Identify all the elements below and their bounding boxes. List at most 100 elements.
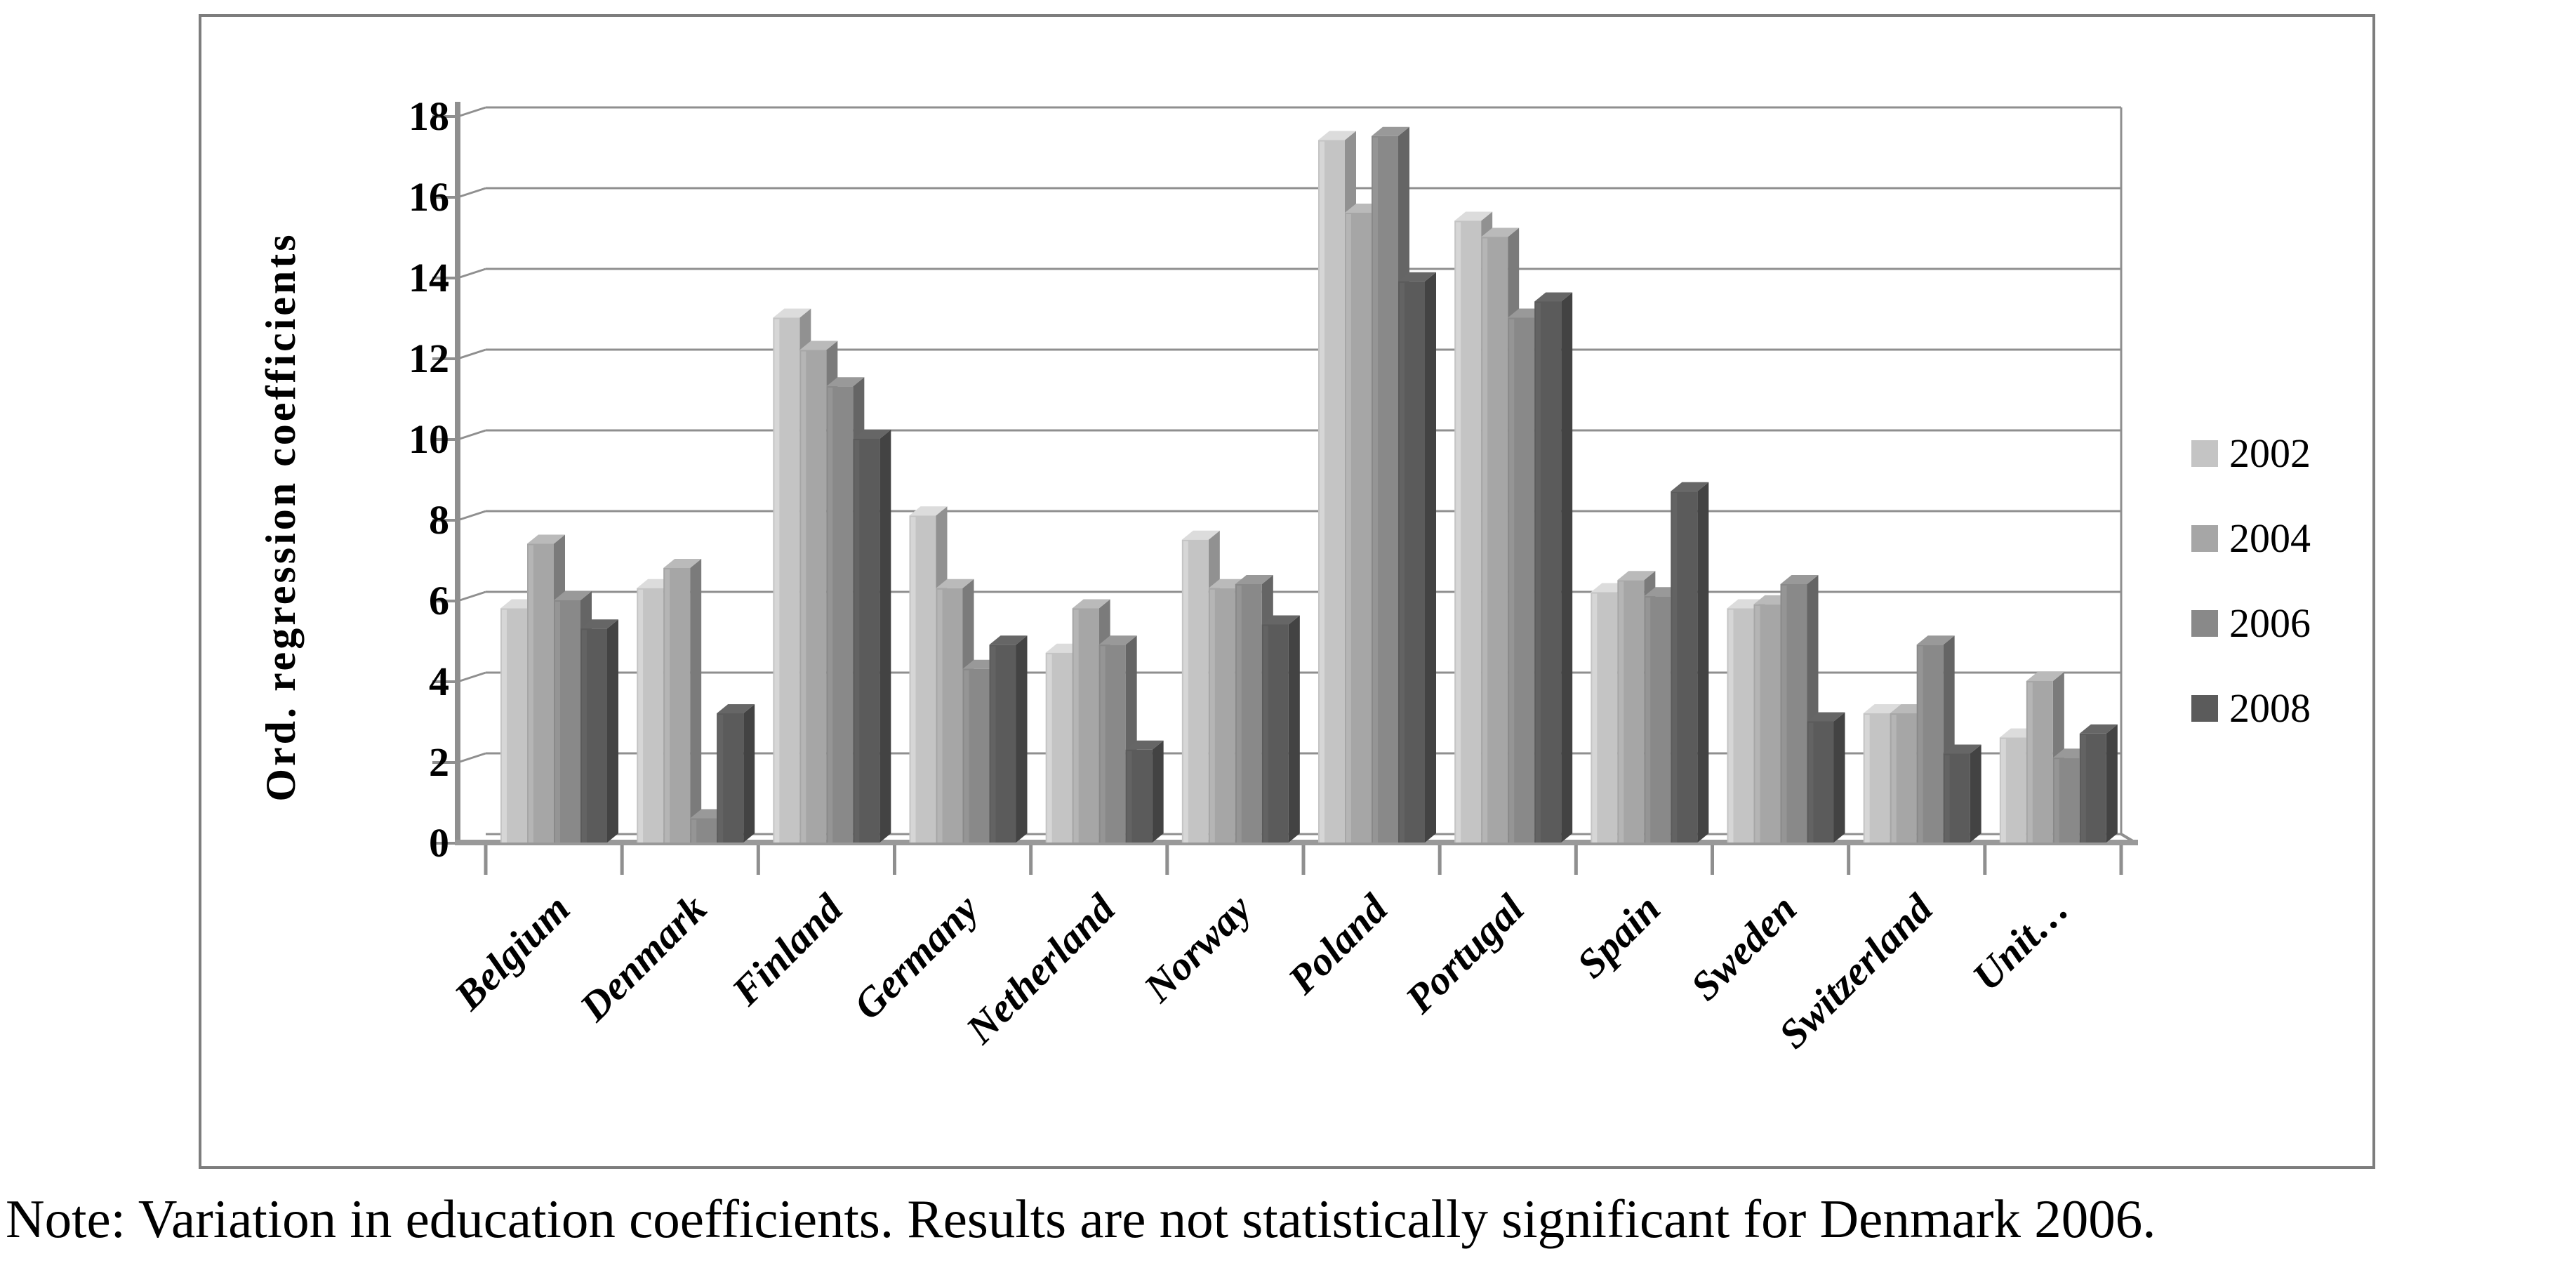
bar-germany-2004 [936, 588, 963, 843]
ytick-label-10: 10 [409, 416, 449, 462]
bar-norway-2002 [1181, 539, 1209, 843]
bar-netherland-2004 [1072, 608, 1099, 843]
bar-top-spain-2004 [1617, 571, 1656, 581]
bar-highlight-norway-2008 [1263, 626, 1268, 843]
bar-top-finland-2004 [799, 341, 838, 350]
legend-label-2002: 2002 [2229, 430, 2311, 476]
bar-poland-2004 [1345, 213, 1372, 843]
bar-highlight-switzerland-2002 [1864, 715, 1870, 843]
bar-side-belgium-2008 [607, 619, 618, 843]
bar-highlight-spain-2008 [1672, 492, 1678, 843]
bar-finland-2002 [773, 317, 800, 843]
bar-top-germany-2002 [909, 506, 948, 516]
bar-highlight-germany-2004 [937, 589, 943, 843]
bar-highlight-netherland-2004 [1073, 609, 1079, 843]
bar-top-belgium-2008 [580, 619, 618, 629]
bar-side-netherland-2008 [1152, 740, 1164, 843]
bar-sweden-2004 [1753, 604, 1781, 843]
bar-highlight-unit-2006 [2054, 759, 2059, 843]
bar-top-denmark-2004 [663, 559, 702, 568]
ytick-label-0: 0 [429, 820, 449, 866]
bar-top-poland-2006 [1372, 126, 1409, 136]
bar-spain-2008 [1671, 491, 1698, 843]
bar-unit-2006 [2052, 758, 2080, 843]
bar-netherland-2006 [1098, 645, 1126, 843]
bar-highlight-switzerland-2006 [1918, 646, 1923, 843]
ytick-label-2: 2 [429, 739, 449, 785]
bar-highlight-finland-2008 [854, 440, 860, 843]
bar-top-unit-2008 [2079, 724, 2118, 734]
bar-highlight-poland-2004 [1346, 214, 1351, 843]
bar-denmark-2004 [663, 568, 691, 843]
bar-top-sweden-2006 [1780, 575, 1819, 584]
gridline-slant-10 [457, 429, 486, 441]
bar-belgium-2004 [527, 543, 554, 843]
bar-finland-2006 [826, 386, 854, 843]
bar-side-unit-2008 [2106, 724, 2118, 843]
bar-side-finland-2008 [879, 430, 891, 843]
ytick-label-6: 6 [429, 578, 449, 623]
bar-germany-2002 [909, 515, 936, 843]
bar-highlight-finland-2002 [774, 319, 780, 843]
gridline-slant-4 [457, 671, 486, 683]
bar-top-portugal-2002 [1454, 211, 1493, 221]
bar-highlight-belgium-2006 [555, 602, 560, 843]
bar-highlight-poland-2002 [1320, 141, 1324, 843]
bar-top-finland-2006 [826, 377, 865, 387]
bar-top-switzerland-2002 [1863, 704, 1901, 713]
legend-item-2006: 2006 [2191, 602, 2374, 645]
bar-finland-2008 [853, 439, 880, 843]
bar-top-norway-2008 [1261, 615, 1300, 625]
legend-label-2006: 2006 [2229, 600, 2311, 646]
bar-poland-2002 [1318, 140, 1345, 843]
bar-norway-2006 [1235, 584, 1262, 843]
bar-top-netherland-2004 [1072, 599, 1110, 609]
bar-top-unit-2004 [2026, 672, 2064, 681]
bar-top-spain-2008 [1671, 482, 1709, 491]
legend-item-2002: 2002 [2191, 432, 2374, 475]
bar-belgium-2008 [580, 628, 607, 843]
bar-highlight-germany-2008 [990, 646, 996, 843]
bar-portugal-2004 [1481, 237, 1508, 843]
bar-highlight-portugal-2006 [1509, 319, 1515, 843]
bar-top-switzerland-2008 [1943, 744, 1981, 754]
gridline-slant-12 [457, 348, 486, 360]
bar-highlight-spain-2006 [1645, 597, 1651, 843]
bar-highlight-poland-2006 [1373, 137, 1378, 843]
bar-spain-2002 [1591, 592, 1618, 843]
bar-top-netherland-2006 [1098, 635, 1137, 645]
bar-highlight-norway-2002 [1183, 541, 1188, 843]
bar-highlight-spain-2004 [1619, 581, 1624, 843]
bar-highlight-unit-2004 [2027, 682, 2033, 843]
ytick-label-18: 18 [409, 93, 449, 139]
bar-top-norway-2002 [1181, 530, 1220, 540]
bar-side-denmark-2004 [690, 559, 702, 843]
bar-top-poland-2002 [1318, 131, 1356, 140]
bar-highlight-sweden-2002 [1728, 609, 1734, 843]
bar-side-germany-2008 [1016, 635, 1028, 843]
bar-highlight-norway-2006 [1236, 586, 1242, 843]
legend-swatch-2008 [2191, 695, 2218, 722]
ytick-label-14: 14 [409, 255, 449, 300]
bar-highlight-finland-2004 [801, 351, 806, 843]
bar-highlight-unit-2002 [2000, 739, 2006, 843]
bar-top-belgium-2004 [527, 534, 565, 544]
bar-top-netherland-2008 [1125, 740, 1164, 750]
bar-unit-2004 [2026, 681, 2053, 843]
bar-top-portugal-2008 [1534, 292, 1573, 302]
bar-switzerland-2008 [1943, 753, 1970, 843]
bar-belgium-2006 [554, 600, 580, 843]
bar-top-sweden-2008 [1807, 712, 1845, 722]
bar-highlight-sweden-2004 [1755, 605, 1760, 843]
bar-portugal-2006 [1508, 317, 1535, 843]
bar-denmark-2002 [637, 588, 664, 843]
bar-highlight-germany-2002 [910, 517, 916, 843]
bar-highlight-denmark-2008 [718, 715, 724, 843]
bar-switzerland-2004 [1890, 713, 1917, 843]
bar-side-sweden-2008 [1833, 712, 1845, 843]
bar-germany-2008 [989, 645, 1016, 843]
bar-norway-2004 [1208, 588, 1235, 843]
bar-switzerland-2002 [1863, 713, 1890, 843]
figure-note: Note: Variation in education coefficient… [6, 1189, 2156, 1249]
